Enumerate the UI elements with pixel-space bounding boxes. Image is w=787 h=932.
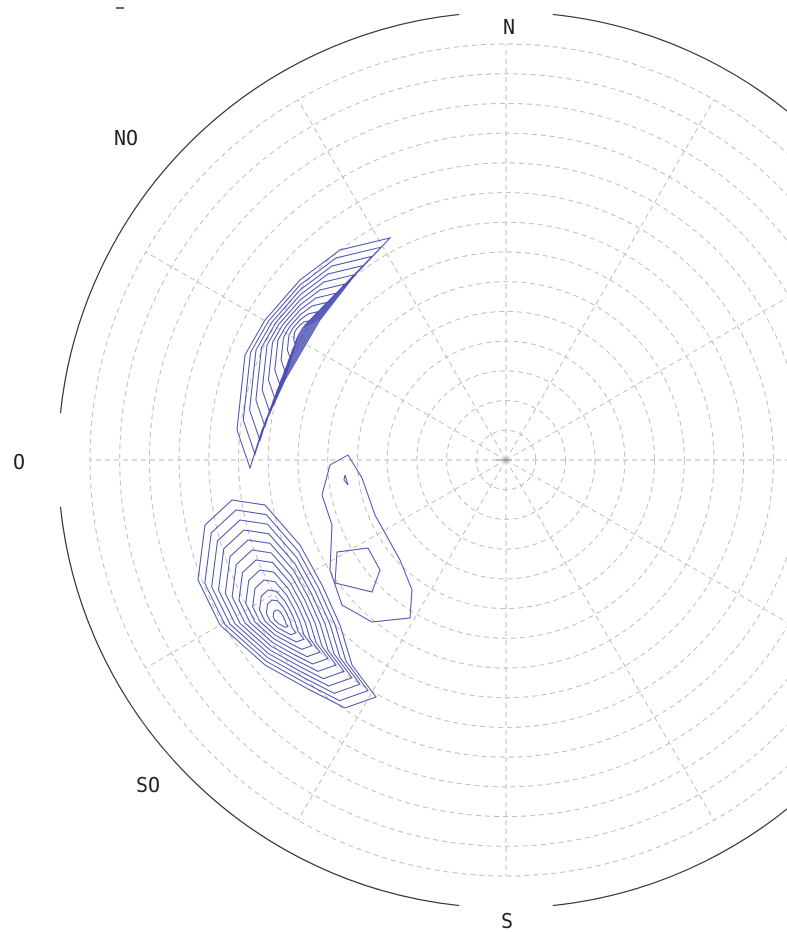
outer-circle <box>59 13 787 907</box>
contour-line <box>258 589 305 643</box>
contour-line <box>231 549 337 672</box>
contour-line <box>252 579 313 650</box>
direction-label-n: N <box>503 15 515 39</box>
contour-line <box>272 609 289 628</box>
contour-line <box>286 310 320 360</box>
grid-spoke <box>505 99 715 461</box>
contour-line <box>217 529 353 687</box>
contour-line <box>197 499 377 709</box>
grid-spoke <box>297 99 507 461</box>
direction-label-so: SO <box>136 773 160 797</box>
polar-grid <box>89 43 787 877</box>
outer-arc <box>59 13 460 414</box>
grid-spoke <box>145 459 507 669</box>
contour-line <box>321 454 413 623</box>
direction-label-no: NO <box>114 126 138 150</box>
grid-spoke <box>505 297 787 461</box>
contour-line <box>245 569 321 658</box>
direction-label-s: S <box>501 909 513 932</box>
contour-line <box>224 539 345 680</box>
contour-line <box>293 319 311 346</box>
direction-label-o: O <box>13 450 25 474</box>
contour-line <box>211 519 361 694</box>
contour-line <box>267 283 347 401</box>
contour-line <box>238 559 329 665</box>
grid-ring <box>327 281 685 639</box>
grid-spoke <box>505 459 787 623</box>
contour-line <box>255 264 365 429</box>
contour-line <box>236 237 392 470</box>
contour-lines <box>197 237 413 709</box>
contour-line <box>274 292 338 387</box>
grid-ring <box>238 192 774 728</box>
contour-line <box>280 301 329 374</box>
outer-arc <box>59 506 460 907</box>
grid-ring <box>119 73 787 847</box>
grid-ring <box>149 103 787 817</box>
contour-line <box>334 547 381 593</box>
outer-arc <box>552 13 787 907</box>
contour-line <box>204 509 369 702</box>
grid-spoke <box>297 459 507 821</box>
contour-line <box>249 255 374 443</box>
contour-line <box>265 599 297 636</box>
grid-spoke <box>505 459 715 821</box>
grid-spoke <box>145 251 507 461</box>
grid-ring <box>446 400 566 520</box>
grid-ring <box>416 370 596 550</box>
contour-line <box>343 474 349 486</box>
contour-line <box>261 273 356 415</box>
contour-line <box>242 246 383 456</box>
